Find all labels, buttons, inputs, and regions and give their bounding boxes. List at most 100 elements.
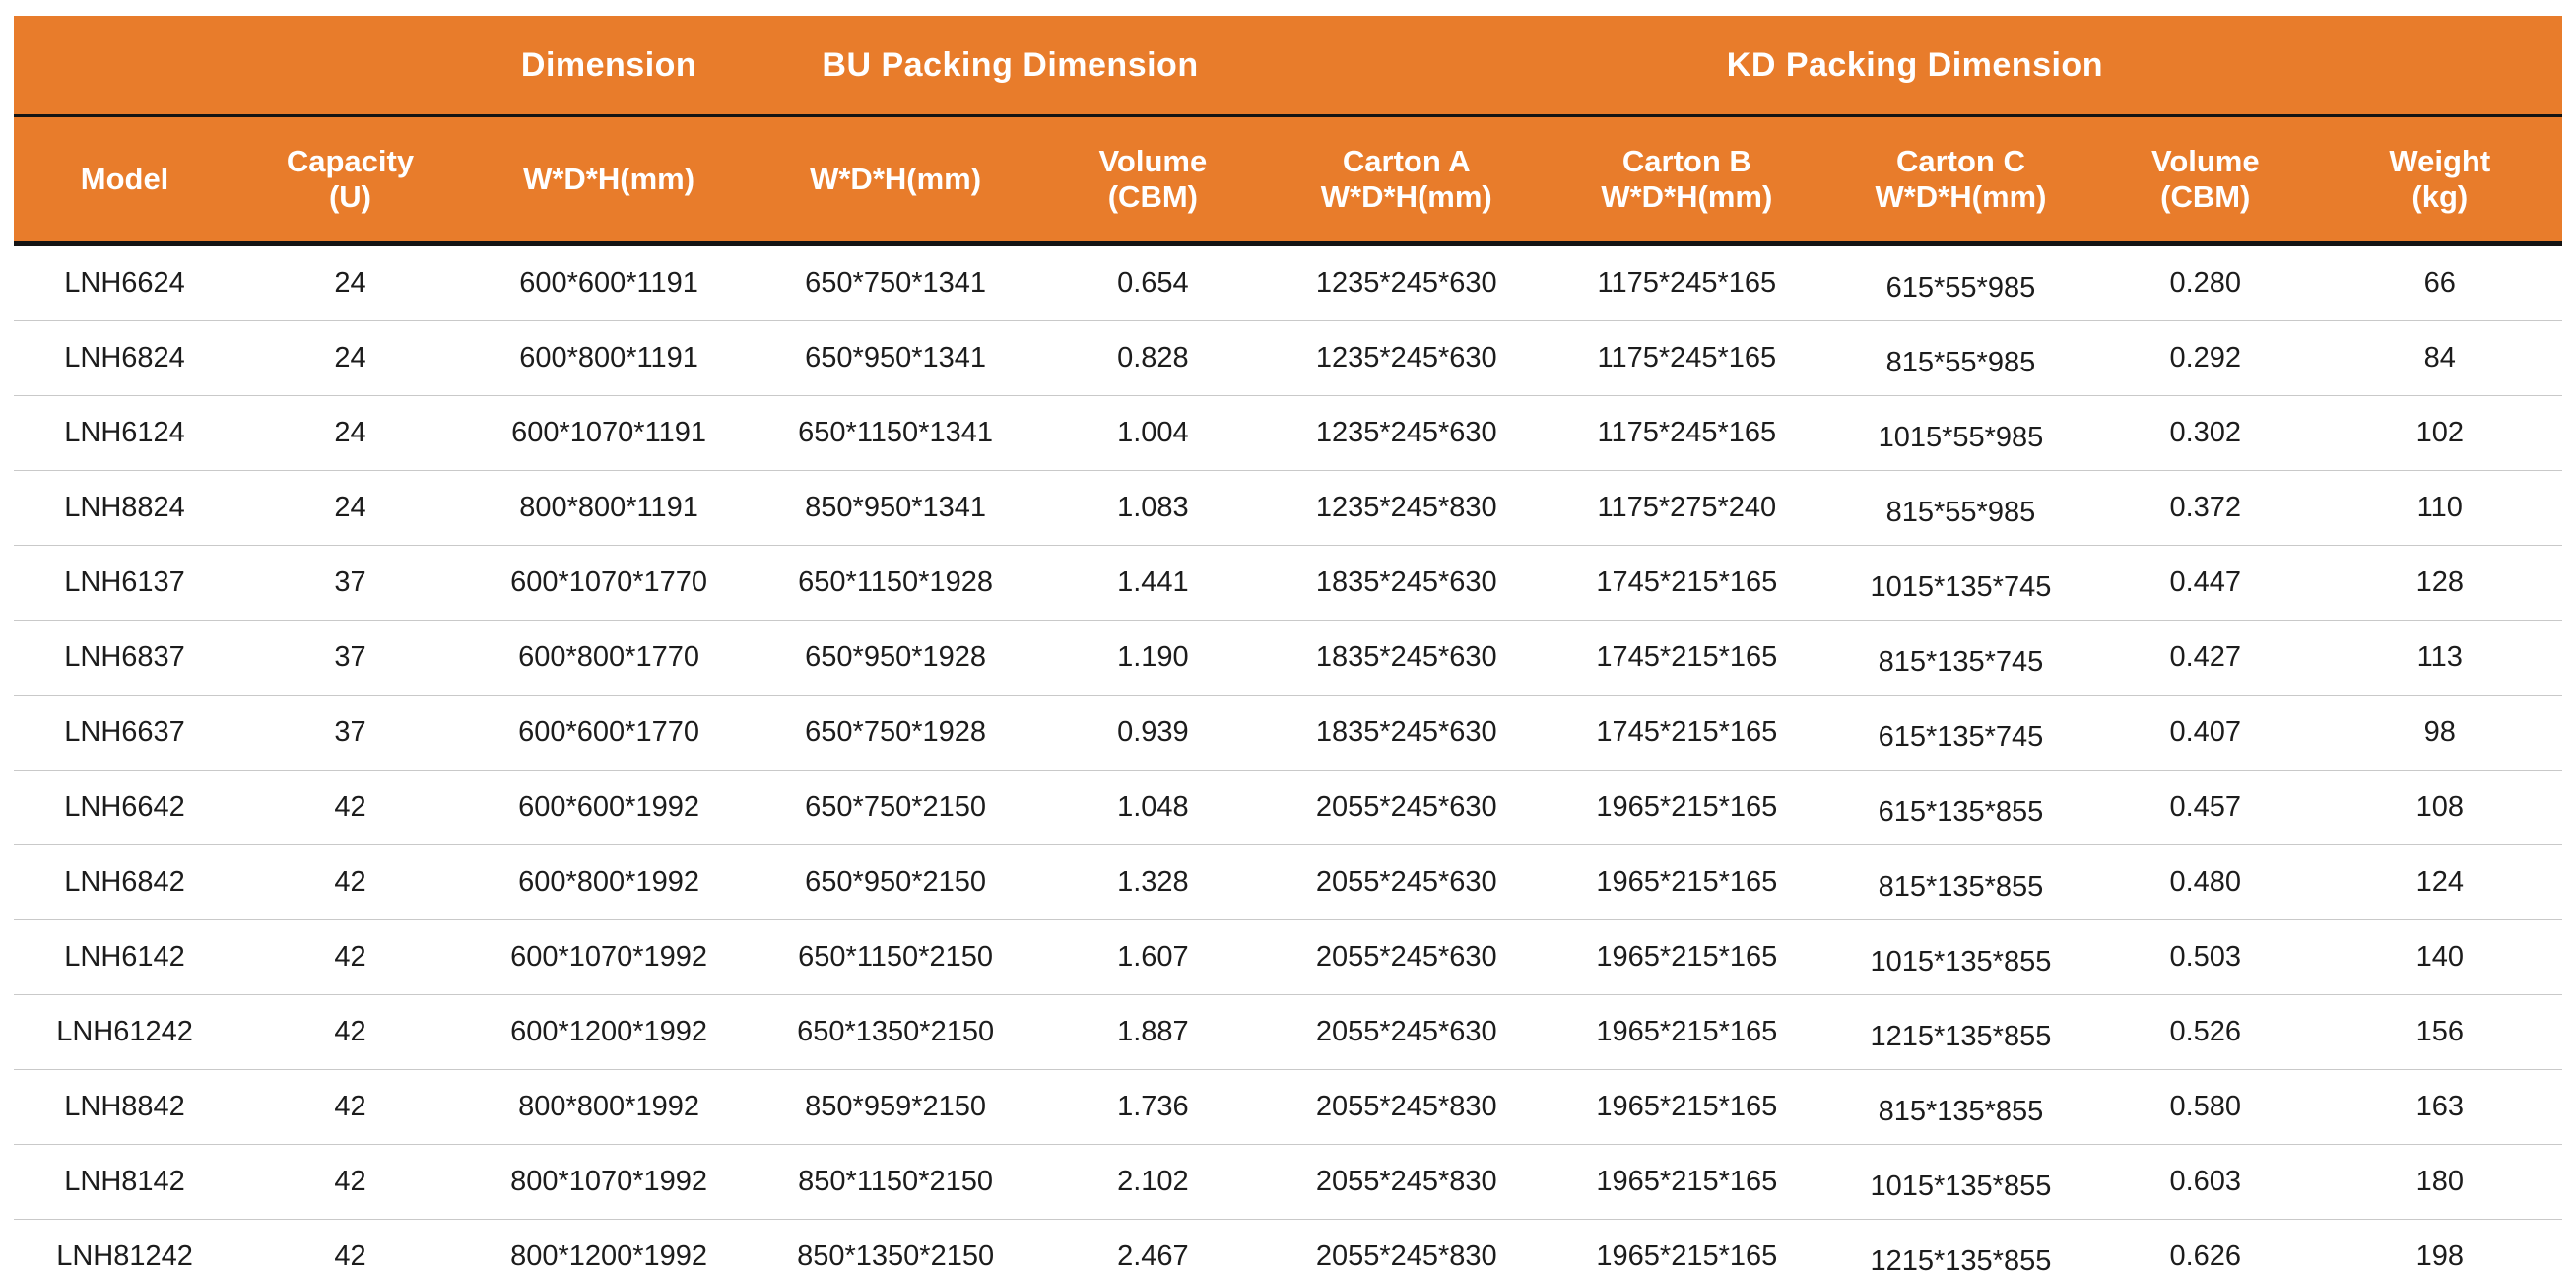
model-cell: LNH6142 <box>14 919 236 995</box>
table-cell: 1175*245*165 <box>1545 320 1828 396</box>
table-cell: 108 <box>2317 770 2562 845</box>
table-cell: 37 <box>235 545 465 621</box>
table-row: LNH6642 42 600*600*1992 650*750*2150 1.048 20… <box>14 770 2562 845</box>
table-row: LNH6137 37 600*1070*1770 650*1150*1928 1.441… <box>14 545 2562 621</box>
table-cell: 815*135*745 <box>1827 620 2093 696</box>
column-header-cell: Carton C W*D*H(mm) <box>1827 115 2093 244</box>
table-cell: 24 <box>235 470 465 546</box>
table-cell: 24 <box>235 243 465 321</box>
table-cell: 1965*215*165 <box>1545 919 1828 995</box>
table-cell: 0.480 <box>2092 844 2318 920</box>
group-header-cell: Dimension <box>464 16 754 116</box>
table-cell: 1835*245*630 <box>1267 695 1546 771</box>
table-row: LNH6637 37 600*600*1770 650*750*1928 0.939 18… <box>14 695 2562 771</box>
table-cell: 113 <box>2317 620 2562 696</box>
table-cell: 1015*135*745 <box>1827 545 2093 621</box>
table-row: LNH6837 37 600*800*1770 650*950*1928 1.190 18… <box>14 620 2562 696</box>
table-cell: 0.828 <box>1037 320 1268 396</box>
table-cell: 1235*245*630 <box>1267 395 1546 471</box>
table-cell: 198 <box>2317 1219 2562 1274</box>
table-cell: 600*1070*1191 <box>464 395 754 471</box>
model-cell: LNH81242 <box>14 1219 236 1274</box>
table-cell: 650*1350*2150 <box>753 994 1038 1070</box>
table-cell: 1.441 <box>1037 545 1268 621</box>
spec-table: Dimension BU Packing Dimension KD Packing … <box>14 16 2562 1274</box>
column-header-cell: Weight (kg) <box>2317 115 2562 244</box>
model-cell: LNH6624 <box>14 243 236 321</box>
table-cell: 1015*135*855 <box>1827 919 2093 995</box>
table-cell: 815*135*855 <box>1827 844 2093 920</box>
table-cell: 102 <box>2317 395 2562 471</box>
table-row: LNH8824 24 800*800*1191 850*950*1341 1.083 12… <box>14 470 2562 546</box>
table-cell: 1235*245*830 <box>1267 470 1546 546</box>
table-cell: 0.302 <box>2092 395 2318 471</box>
table-row: LNH6142 42 600*1070*1992 650*1150*2150 1.607… <box>14 919 2562 995</box>
table-cell: 650*1150*2150 <box>753 919 1038 995</box>
model-cell: LNH6824 <box>14 320 236 396</box>
column-header-cell: Carton B W*D*H(mm) <box>1545 115 1828 244</box>
column-header-cell: Volume (CBM) <box>1037 115 1268 244</box>
table-body: LNH6624 24 600*600*1191 650*750*1341 0.654 12… <box>14 243 2562 1274</box>
table-cell: 37 <box>235 695 465 771</box>
table-cell: 615*135*855 <box>1827 770 2093 845</box>
table-cell: 800*800*1191 <box>464 470 754 546</box>
table-cell: 615*135*745 <box>1827 695 2093 771</box>
table-cell: 600*600*1992 <box>464 770 754 845</box>
table-cell: 42 <box>235 994 465 1070</box>
table-cell: 1835*245*630 <box>1267 545 1546 621</box>
table-cell: 1215*135*855 <box>1827 994 2093 1070</box>
table-row: LNH8842 42 800*800*1992 850*959*2150 1.736 20… <box>14 1069 2562 1145</box>
model-cell: LNH6137 <box>14 545 236 621</box>
column-header-cell: Carton A W*D*H(mm) <box>1267 115 1546 244</box>
column-header-row: Model Capacity (U) W*D*H(mm) W*D*H(mm) Volum… <box>14 115 2562 244</box>
table-cell: 600*600*1191 <box>464 243 754 321</box>
model-cell: LNH8142 <box>14 1144 236 1220</box>
table-cell: 66 <box>2317 243 2562 321</box>
table-cell: 1835*245*630 <box>1267 620 1546 696</box>
table-cell: 42 <box>235 1144 465 1220</box>
table-cell: 2055*245*630 <box>1267 919 1546 995</box>
table-cell: 42 <box>235 844 465 920</box>
table-cell: 600*600*1770 <box>464 695 754 771</box>
table-cell: 600*1070*1992 <box>464 919 754 995</box>
table-row: LNH6624 24 600*600*1191 650*750*1341 0.654 12… <box>14 243 2562 321</box>
table-cell: 2055*245*630 <box>1267 770 1546 845</box>
table-cell: 24 <box>235 320 465 396</box>
table-cell: 1.083 <box>1037 470 1268 546</box>
table-cell: 800*1070*1992 <box>464 1144 754 1220</box>
table-cell: 128 <box>2317 545 2562 621</box>
table-cell: 42 <box>235 919 465 995</box>
table-cell: 815*135*855 <box>1827 1069 2093 1145</box>
table-cell: 1745*215*165 <box>1545 545 1828 621</box>
model-cell: LNH6642 <box>14 770 236 845</box>
table-cell: 84 <box>2317 320 2562 396</box>
table-cell: 163 <box>2317 1069 2562 1145</box>
table-cell: 1.887 <box>1037 994 1268 1070</box>
table-cell: 1235*245*630 <box>1267 320 1546 396</box>
table-cell: 600*1070*1770 <box>464 545 754 621</box>
table-cell: 0.427 <box>2092 620 2318 696</box>
table-cell: 1965*215*165 <box>1545 1219 1828 1274</box>
table-cell: 0.526 <box>2092 994 2318 1070</box>
table-cell: 110 <box>2317 470 2562 546</box>
model-cell: LNH8842 <box>14 1069 236 1145</box>
table-cell: 37 <box>235 620 465 696</box>
model-cell: LNH6637 <box>14 695 236 771</box>
column-header-cell: Volume (CBM) <box>2092 115 2318 244</box>
table-cell: 0.626 <box>2092 1219 2318 1274</box>
column-header-cell: W*D*H(mm) <box>753 115 1038 244</box>
table-cell: 1965*215*165 <box>1545 1144 1828 1220</box>
table-cell: 0.280 <box>2092 243 2318 321</box>
table-cell: 0.503 <box>2092 919 2318 995</box>
table-cell: 1745*215*165 <box>1545 695 1828 771</box>
table-cell: 180 <box>2317 1144 2562 1220</box>
model-cell: LNH6837 <box>14 620 236 696</box>
table-cell: 42 <box>235 1069 465 1145</box>
table-cell: 0.654 <box>1037 243 1268 321</box>
model-cell: LNH61242 <box>14 994 236 1070</box>
table-cell: 140 <box>2317 919 2562 995</box>
table-cell: 650*1150*1928 <box>753 545 1038 621</box>
table-row: LNH6842 42 600*800*1992 650*950*2150 1.328 20… <box>14 844 2562 920</box>
table-cell: 1.328 <box>1037 844 1268 920</box>
